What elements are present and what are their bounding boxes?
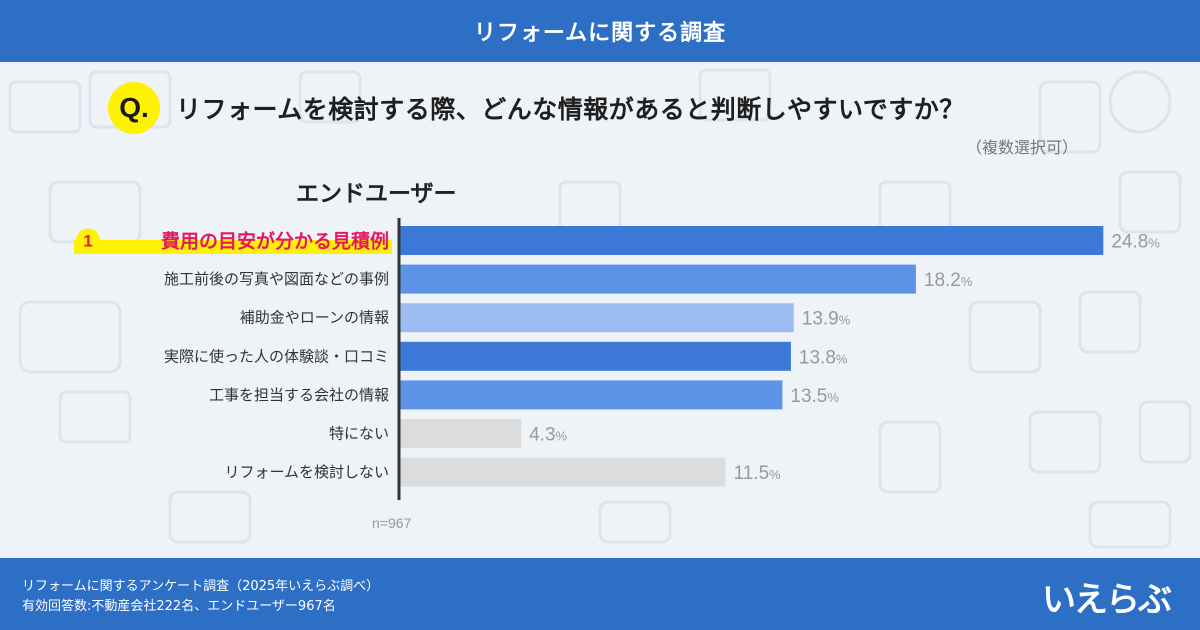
category-label: リフォームを検討しない <box>224 463 389 481</box>
value-number: 13.9 <box>802 309 839 330</box>
value-number: 11.5 <box>734 463 770 484</box>
category-label: 特にない <box>329 425 389 443</box>
bar-2 <box>399 303 794 333</box>
category-label: 実際に使った人の体験談・口コミ <box>164 347 389 365</box>
bar-6 <box>399 457 726 487</box>
sample-size: n=967 <box>372 515 412 531</box>
rank-badge <box>76 228 100 253</box>
question-row: Q. リフォームを検討する際、どんな情報があると判断しやすいですか？ <box>108 82 965 134</box>
header-banner: リフォームに関する調査 <box>0 0 1200 62</box>
value-unit: % <box>769 467 781 482</box>
category-label: 補助金やローンの情報 <box>240 309 389 327</box>
value-unit: % <box>961 274 973 289</box>
value-number: 18.2 <box>924 270 961 291</box>
rank-badge-number: 1 <box>83 232 92 251</box>
question-text: リフォームを検討する際、どんな情報があると判断しやすいですか？ <box>176 95 965 124</box>
value-unit: % <box>836 351 848 366</box>
question-note: （複数選択可） <box>965 138 1078 157</box>
ierabu-logo: いえらぶ <box>1042 580 1172 620</box>
bar-3 <box>399 341 791 371</box>
category-label: 施工前後の写真や図面などの事例 <box>164 270 389 288</box>
footer-banner: リフォームに関するアンケート調査（2025年いえらぶ調べ） 有効回答数:不動産会… <box>0 558 1200 630</box>
bar-0 <box>399 226 1104 255</box>
value-label: 13.8% <box>799 347 848 368</box>
value-number: 24.8 <box>1111 232 1148 253</box>
bar-4 <box>399 380 783 410</box>
category-label: 費用の目安が分かる見積例 <box>161 230 389 253</box>
bar-5 <box>399 419 522 448</box>
value-unit: % <box>556 429 568 444</box>
response-count: 有効回答数:不動産会社222名、エンドユーザー967名 <box>22 599 336 614</box>
header-title: リフォームに関する調査 <box>473 21 727 46</box>
value-unit: % <box>839 313 851 328</box>
value-label: 13.9% <box>802 309 851 330</box>
bar-chart: 1 費用の目安が分かる見積例 24.8% 施工前後の写真や図面などの事例 18.2% 補助… <box>74 218 1160 531</box>
segment-label: エンドユーザー <box>296 181 457 207</box>
value-number: 13.5 <box>790 386 827 407</box>
value-label: 11.5% <box>734 463 782 484</box>
value-number: 13.8 <box>799 347 836 368</box>
value-label: 24.8% <box>1111 232 1160 253</box>
highlight-marker <box>74 240 392 254</box>
value-label: 13.5% <box>790 386 839 407</box>
value-label: 4.3% <box>529 425 567 446</box>
value-unit: % <box>827 390 839 405</box>
value-number: 4.3 <box>529 425 555 446</box>
bar-1 <box>399 264 916 294</box>
question-badge: Q. <box>108 82 160 134</box>
survey-source: リフォームに関するアンケート調査（2025年いえらぶ調べ） <box>22 579 380 594</box>
value-unit: % <box>1148 236 1160 251</box>
category-label: 工事を担当する会社の情報 <box>209 386 389 404</box>
value-label: 18.2% <box>924 270 973 291</box>
